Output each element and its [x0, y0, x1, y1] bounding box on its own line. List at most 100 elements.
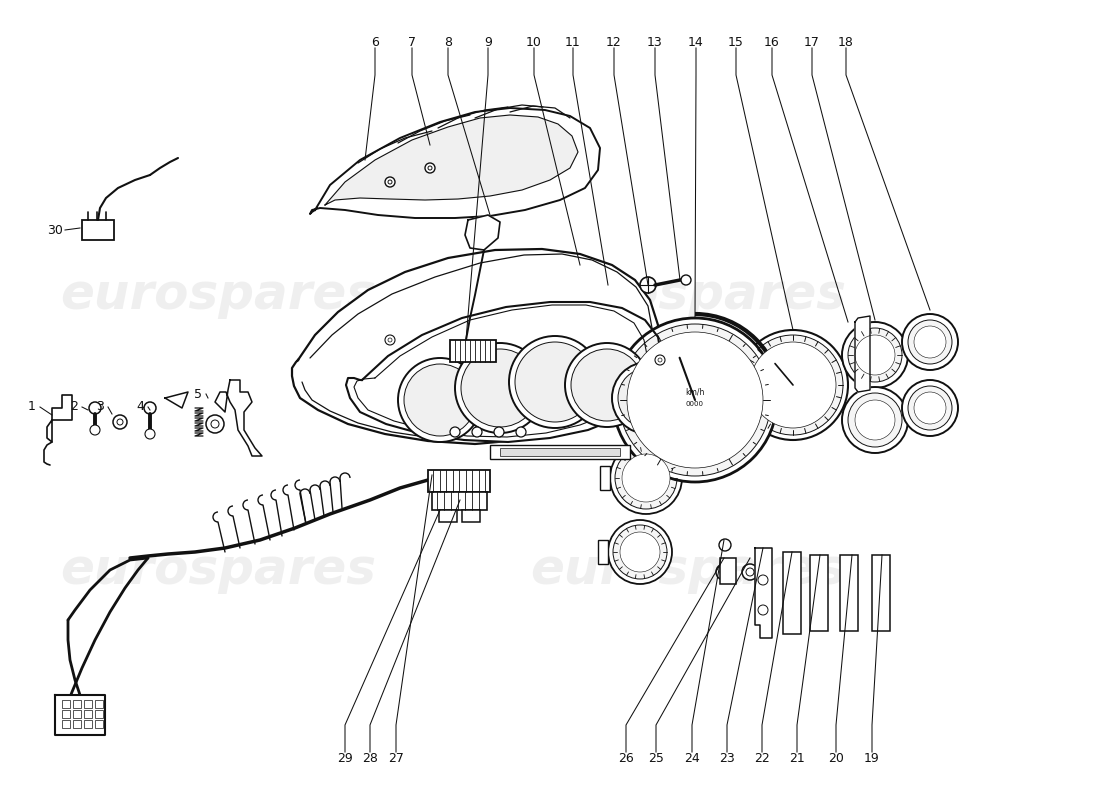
Circle shape: [758, 575, 768, 585]
Polygon shape: [292, 249, 658, 444]
Circle shape: [720, 568, 728, 576]
Circle shape: [404, 364, 476, 436]
Text: 10: 10: [526, 35, 542, 49]
Circle shape: [608, 520, 672, 584]
Text: 25: 25: [648, 751, 664, 765]
Circle shape: [848, 393, 902, 447]
Circle shape: [750, 342, 836, 428]
Text: km/h: km/h: [685, 387, 705, 397]
Bar: [62, 700, 70, 708]
Circle shape: [388, 338, 392, 342]
Bar: [84, 720, 92, 728]
Text: 15: 15: [728, 35, 744, 49]
Circle shape: [516, 427, 526, 437]
Text: 20: 20: [828, 751, 844, 765]
Circle shape: [89, 402, 101, 414]
Text: 23: 23: [719, 751, 735, 765]
Bar: [428, 470, 490, 492]
Text: 5: 5: [194, 387, 202, 401]
Circle shape: [494, 427, 504, 437]
Bar: [62, 720, 70, 728]
Bar: [62, 710, 70, 718]
Circle shape: [571, 349, 643, 421]
Polygon shape: [855, 316, 870, 392]
Circle shape: [455, 343, 544, 433]
Polygon shape: [47, 395, 72, 442]
Circle shape: [145, 429, 155, 439]
Text: 27: 27: [388, 751, 404, 765]
Text: 18: 18: [838, 35, 854, 49]
Text: 2: 2: [70, 401, 78, 414]
Circle shape: [742, 335, 843, 435]
Circle shape: [621, 454, 670, 502]
Circle shape: [902, 314, 958, 370]
Bar: [840, 555, 858, 631]
Bar: [462, 510, 480, 522]
Text: 19: 19: [865, 751, 880, 765]
Circle shape: [640, 277, 656, 293]
Bar: [73, 720, 81, 728]
Bar: [450, 340, 496, 362]
Circle shape: [654, 355, 666, 365]
Circle shape: [117, 419, 123, 425]
Text: eurospares: eurospares: [530, 271, 846, 319]
Polygon shape: [346, 302, 662, 442]
Text: 16: 16: [764, 35, 780, 49]
Circle shape: [742, 564, 758, 580]
Circle shape: [515, 342, 595, 422]
Circle shape: [612, 362, 684, 434]
Text: 24: 24: [684, 751, 700, 765]
Circle shape: [610, 442, 682, 514]
Bar: [598, 540, 608, 564]
Circle shape: [90, 425, 100, 435]
Circle shape: [613, 525, 667, 579]
Circle shape: [385, 335, 395, 345]
Polygon shape: [755, 548, 772, 638]
Bar: [720, 558, 736, 584]
Circle shape: [716, 564, 732, 580]
Circle shape: [450, 427, 460, 437]
Bar: [439, 510, 456, 522]
Bar: [432, 492, 487, 510]
Circle shape: [681, 275, 691, 285]
Circle shape: [855, 400, 895, 440]
Polygon shape: [324, 115, 578, 205]
Circle shape: [746, 568, 754, 576]
Polygon shape: [165, 392, 188, 408]
Circle shape: [613, 318, 777, 482]
Bar: [95, 710, 103, 718]
Circle shape: [618, 368, 678, 428]
Circle shape: [914, 392, 946, 424]
Text: 17: 17: [804, 35, 820, 49]
Circle shape: [509, 336, 601, 428]
Bar: [783, 552, 801, 634]
Circle shape: [428, 166, 432, 170]
Circle shape: [472, 427, 482, 437]
Circle shape: [627, 332, 763, 468]
Circle shape: [615, 447, 676, 509]
Circle shape: [908, 320, 952, 364]
Bar: [95, 700, 103, 708]
Circle shape: [738, 330, 848, 440]
Circle shape: [758, 605, 768, 615]
Circle shape: [144, 402, 156, 414]
Circle shape: [914, 326, 946, 358]
Bar: [490, 445, 630, 459]
Text: 6: 6: [371, 35, 378, 49]
Bar: [600, 466, 610, 490]
Circle shape: [206, 415, 224, 433]
Bar: [872, 555, 890, 631]
Text: 4: 4: [136, 401, 144, 414]
Bar: [810, 555, 828, 631]
Text: 0000: 0000: [686, 401, 704, 407]
Text: 8: 8: [444, 35, 452, 49]
Polygon shape: [310, 108, 600, 218]
Text: 22: 22: [755, 751, 770, 765]
Text: 29: 29: [337, 751, 353, 765]
Bar: [82, 220, 114, 240]
Polygon shape: [214, 380, 262, 456]
Bar: [73, 710, 81, 718]
Polygon shape: [465, 215, 501, 250]
Circle shape: [211, 420, 219, 428]
Circle shape: [113, 415, 127, 429]
